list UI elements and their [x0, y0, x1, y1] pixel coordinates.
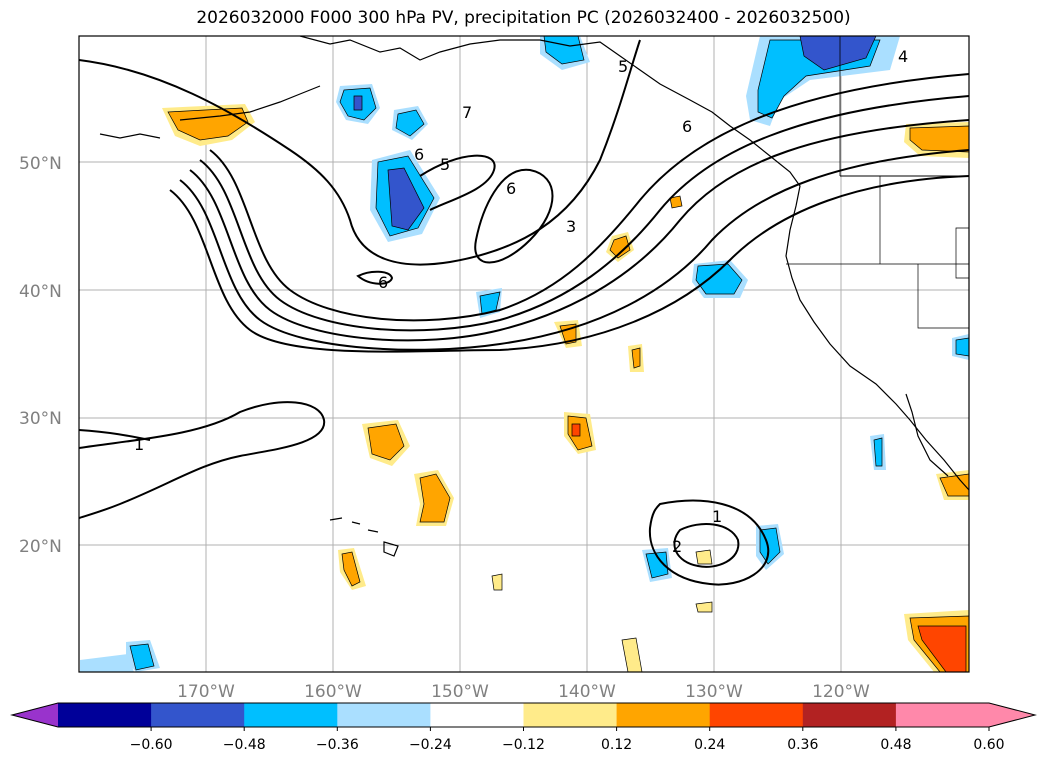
- colorbar-tick-label-9: 0.60: [973, 737, 1004, 753]
- latitude-labels: 50°N 40°N 30°N 20°N: [19, 154, 62, 557]
- precip-blob-small-wet-1: [606, 232, 634, 262]
- colorbar-bin-3: [337, 703, 431, 727]
- precip-blob-hawaii-south: [338, 548, 366, 590]
- colorbar-bin-1: [151, 703, 245, 727]
- precip-blob-tiny-1: [669, 195, 683, 209]
- contour-label-1-west: 1: [134, 435, 144, 454]
- contour-label-6-north: 6: [414, 145, 424, 164]
- precip-blob-gulf-alaska-west: [336, 84, 380, 124]
- pv-contour-1-west: [79, 401, 326, 519]
- colorbar-bin-9: [895, 703, 990, 727]
- contour-label-7: 7: [462, 103, 472, 122]
- colorbar-bin-0: [58, 703, 152, 727]
- precip-blob-southwest-corner: [80, 640, 160, 672]
- precip-blob-small-wet-3: [628, 344, 644, 372]
- pv-contour-2: [209, 73, 969, 322]
- colorbar-bin-4: [430, 703, 524, 727]
- pv-contour-1-south: [648, 499, 770, 586]
- precip-blob-mid-wet: [564, 412, 596, 454]
- state-borders: [786, 176, 969, 329]
- colorbar-bin-5: [523, 703, 618, 727]
- lat-label-50n: 50°N: [19, 154, 62, 174]
- precip-blob-central-north: [370, 150, 440, 242]
- contour-label-6-east: 6: [682, 117, 692, 136]
- precip-blob-gulf-alaska-mid: [392, 106, 428, 140]
- colorbar-bin-6: [616, 703, 711, 727]
- contour-label-4: 4: [898, 47, 908, 66]
- pv-contour-5: [179, 149, 969, 351]
- precip-blob-bottom-center: [621, 637, 643, 672]
- precip-blob-mexico-west: [936, 470, 969, 500]
- pv-contour-1-west-inner: [79, 429, 151, 441]
- map-title: 2026032000 F000 300 hPa PV, precipitatio…: [196, 8, 851, 28]
- colorbar-bin-8: [802, 703, 897, 727]
- precip-blob-hawaii-north: [362, 420, 410, 466]
- pv-contour-small-6: [356, 270, 394, 285]
- lat-label-20n: 20°N: [19, 537, 62, 557]
- precip-blob-baja-coast: [870, 434, 886, 470]
- lat-label-40n: 40°N: [19, 282, 62, 302]
- colorbar-over-arrow: [989, 703, 1035, 727]
- lon-label-150w: 150°W: [431, 682, 489, 702]
- precip-blob-interior-canada: [904, 122, 969, 158]
- precip-blob-tiny-3: [695, 549, 713, 565]
- precip-blob-tiny-2: [491, 573, 503, 591]
- north-america-coastline: [299, 36, 969, 491]
- longitude-labels: 170°W 160°W 150°W 140°W 130°W 120°W: [177, 682, 870, 702]
- colorbar-tick-label-2: −0.36: [316, 737, 359, 753]
- aleutian-chain-west: [99, 133, 161, 139]
- pv-contour-4: [189, 119, 969, 342]
- colorbar-bins: [58, 703, 990, 727]
- precip-blob-hawaii-east: [414, 470, 454, 526]
- pv-contour-outer: [79, 39, 641, 266]
- colorbar-tick-label-7: 0.36: [787, 737, 818, 753]
- precip-blob-mexico-south: [904, 610, 969, 672]
- colorbar-tick-label-3: −0.24: [409, 737, 452, 753]
- lon-label-140w: 140°W: [558, 682, 616, 702]
- lon-label-170w: 170°W: [177, 682, 235, 702]
- lon-label-130w: 130°W: [685, 682, 743, 702]
- hawaiian-islands: [329, 517, 399, 557]
- colorbar-under-arrow: [12, 703, 58, 727]
- colorbar-bin-7: [709, 703, 804, 727]
- contour-label-5-north: 5: [618, 57, 628, 76]
- contour-label-1-south: 1: [712, 507, 722, 526]
- pv-contour-6: [169, 175, 969, 353]
- colorbar-tick-label-0: −0.60: [130, 737, 173, 753]
- precip-blob-south-dry-1: [642, 548, 672, 582]
- map-frame: [78, 35, 970, 673]
- colorbar-tick-label-8: 0.48: [880, 737, 911, 753]
- colorbar-tick-label-1: −0.48: [223, 737, 266, 753]
- aleutian-chain-east: [179, 85, 321, 121]
- colorbar-outline: [10, 702, 1037, 728]
- colorbar-tick-label-6: 0.24: [694, 737, 725, 753]
- colorbar-tick-label-4: −0.12: [502, 737, 545, 753]
- precip-blob-tiny-4: [695, 601, 713, 613]
- contour-label-3: 3: [566, 217, 576, 236]
- colorbar-tick-label-5: 0.12: [601, 737, 632, 753]
- pv-contour-inner-5: [419, 154, 496, 211]
- pv-contour-2-south: [673, 523, 740, 568]
- lon-label-120w: 120°W: [812, 682, 870, 702]
- contour-label-5-center: 5: [440, 155, 450, 174]
- baja-peninsula: [905, 393, 949, 477]
- coastlines: [99, 36, 969, 557]
- lat-label-30n: 30°N: [19, 409, 62, 429]
- lon-label-160w: 160°W: [304, 682, 362, 702]
- colorbar: −0.60 −0.48 −0.36 −0.24 −0.12 0.12 0.24 0.36 0.4…: [10, 702, 1037, 753]
- precip-blob-offshore-east: [692, 260, 748, 298]
- precip-blob-southern-california: [952, 334, 969, 360]
- colorbar-bin-2: [244, 703, 338, 727]
- contour-label-2: 2: [672, 537, 682, 556]
- pv-contour-3: [199, 95, 969, 332]
- precip-blob-bc-coast: [746, 36, 900, 126]
- pv-contours: [79, 39, 969, 586]
- pv-contour-labels: 1 1 2 3 4 5 5 6 6 6 6 7: [134, 47, 908, 556]
- contour-label-6-small: 6: [378, 273, 388, 292]
- pv-contour-inner-6: [474, 168, 554, 264]
- colorbar-ticks: −0.60 −0.48 −0.36 −0.24 −0.12 0.12 0.24 0.36 0.4…: [130, 727, 1005, 753]
- contour-label-6-center: 6: [506, 179, 516, 198]
